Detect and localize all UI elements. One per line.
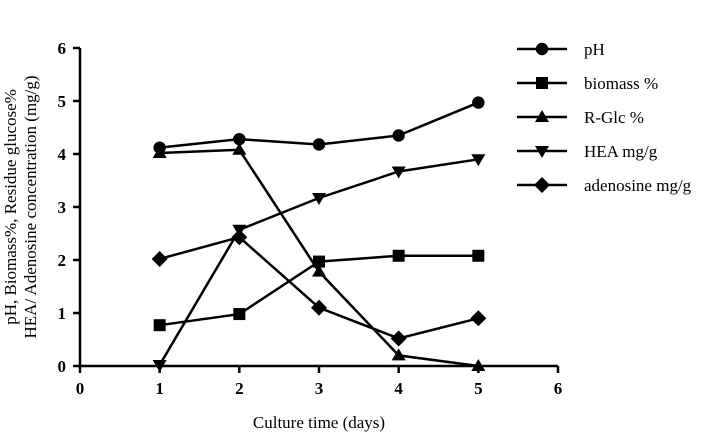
data-point (392, 129, 405, 142)
legend-marker (536, 77, 548, 89)
x-tick-label: 5 (474, 379, 483, 398)
x-tick-label: 1 (155, 379, 164, 398)
x-tick-label: 3 (315, 379, 324, 398)
series-2 (152, 142, 486, 371)
legend-marker (535, 42, 549, 56)
data-point (152, 359, 167, 372)
data-point (392, 249, 405, 262)
series-1 (153, 249, 485, 332)
legend-label: pH (584, 40, 605, 59)
data-point (313, 255, 325, 268)
y-tick-label: 2 (58, 251, 67, 270)
legend-label: R-Glc % (584, 108, 644, 127)
legend-entry: biomass % (517, 74, 658, 93)
data-point (312, 264, 326, 277)
legend-label: HEA mg/g (584, 142, 658, 161)
series-group (151, 96, 487, 372)
x-axis-title: Culture time (days) (253, 413, 385, 432)
data-point (471, 154, 486, 167)
data-point (153, 319, 166, 332)
data-point (312, 192, 326, 205)
x-tick-label: 0 (76, 379, 85, 398)
y-axis-title-line-1: pH, Biomass%, Residue glucose% (1, 89, 20, 325)
y-tick-label: 3 (58, 198, 67, 217)
x-tick-label: 4 (394, 379, 403, 398)
data-point (152, 145, 167, 158)
data-point (233, 308, 246, 321)
data-point (232, 142, 247, 155)
x-tick-label: 2 (235, 379, 244, 398)
legend-marker (535, 146, 549, 158)
y-tick-label: 5 (58, 92, 67, 111)
y-tick-label: 1 (58, 304, 67, 323)
axes: 0 1 2 3 4 5 6 0 1 2 3 4 5 6 (58, 39, 563, 398)
legend-label: adenosine mg/g (584, 176, 692, 195)
legend-marker (534, 177, 550, 193)
legend-entry: pH (517, 40, 605, 59)
legend-label: biomass % (584, 74, 658, 93)
data-point (391, 166, 406, 179)
legend-entry: HEA mg/g (517, 142, 658, 161)
data-point (391, 348, 406, 361)
data-point (231, 229, 248, 246)
data-point (233, 132, 246, 146)
data-point (151, 250, 168, 267)
legend-entry: R-Glc % (517, 108, 644, 127)
y-axis-title-line-2: HEA/ Adenosine concentration (mg/g) (21, 76, 40, 339)
data-point (472, 249, 485, 262)
data-point (472, 96, 485, 109)
series-0 (153, 96, 485, 154)
x-tick-label: 6 (554, 379, 563, 398)
series-line (159, 235, 479, 340)
y-tick-label: 0 (58, 357, 67, 376)
data-point (470, 310, 487, 327)
series-4 (151, 229, 487, 347)
data-point (390, 330, 407, 347)
data-point (471, 359, 486, 371)
y-tick-label: 4 (58, 145, 67, 164)
legend-entry: adenosine mg/g (517, 176, 692, 195)
y-tick-label: 6 (58, 39, 67, 58)
legend: pH biomass % R-Glc % HEA mg/g adenosine mg/g (517, 40, 692, 195)
data-point (312, 138, 326, 151)
legend-marker (535, 110, 549, 122)
data-point (311, 299, 327, 316)
